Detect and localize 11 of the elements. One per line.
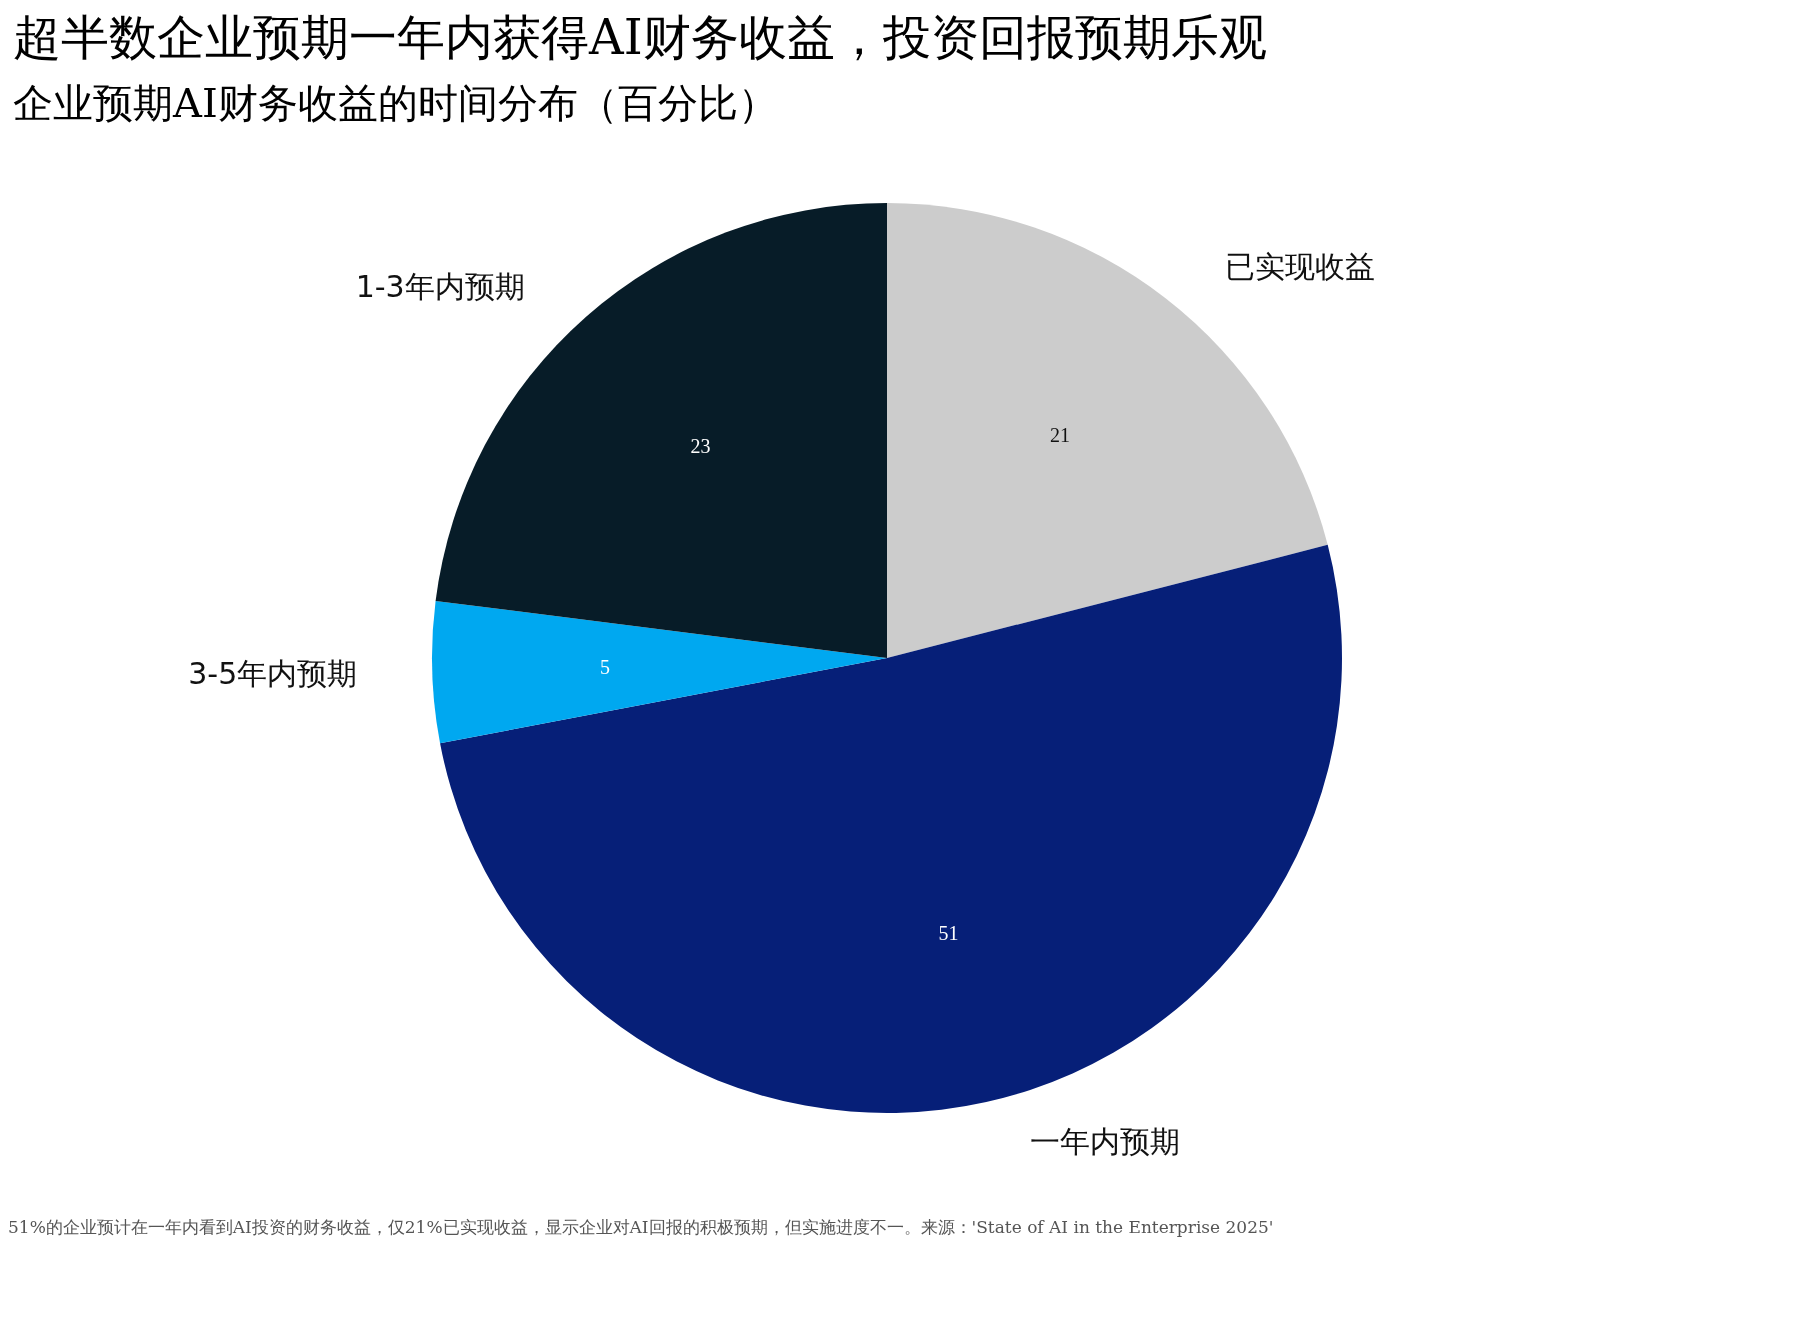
slice-label: 已实现收益 (1225, 249, 1376, 285)
data-label: 21 (1049, 424, 1070, 447)
slice-label: 一年内预期 (1029, 1123, 1180, 1159)
slice-label: 3-5年内预期 (188, 656, 358, 692)
data-label: 23 (690, 435, 711, 458)
slice-label: 1-3年内预期 (355, 269, 525, 305)
data-label: 5 (600, 655, 611, 678)
data-label: 51 (938, 922, 959, 945)
chart-title: 超半数企业预期一年内获得AI财务收益，投资回报预期乐观 (13, 9, 1267, 65)
chart-subtitle: 企业预期AI财务收益的时间分布（百分比） (13, 80, 778, 126)
text: 51%的企业预计在一年内看到AI投资的财务收益，仅21%已实现收益，显示企业对AI回报的积极预期，但实施进度不一。来源：'State of AI in the Enterprise 2025' (8, 1216, 1274, 1237)
